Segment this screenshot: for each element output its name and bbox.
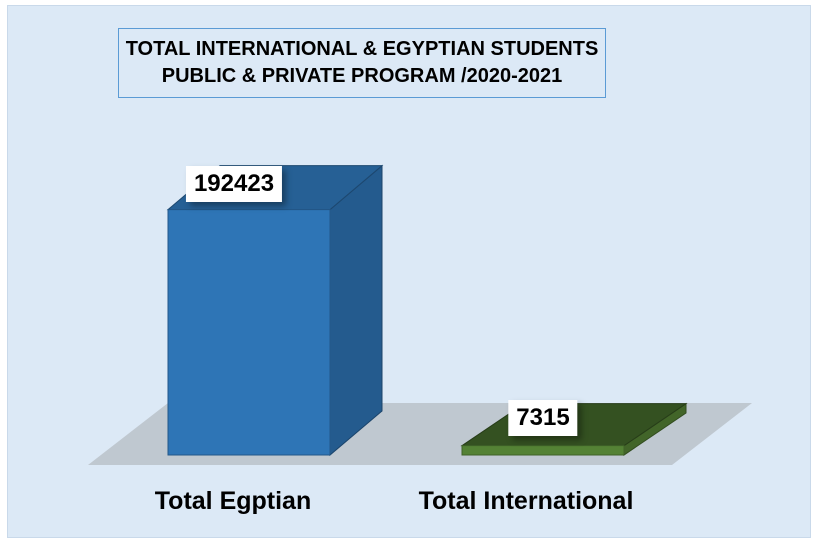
- chart-title-line-2: PUBLIC & PRIVATE PROGRAM /2020-2021: [161, 65, 563, 87]
- data-label-total-international: 7315: [508, 399, 578, 436]
- bar-front-total-egyptian: [167, 209, 331, 456]
- category-label-total-egyptian: Total Egptian: [154, 487, 312, 515]
- bar-side-total-egyptian: [329, 164, 383, 457]
- chart-title: TOTAL INTERNATIONAL & EGYPTIAN STUDENTS …: [118, 28, 606, 98]
- chart-title-line-1: TOTAL INTERNATIONAL & EGYPTIAN STUDENTS: [125, 38, 599, 60]
- data-label-total-egyptian: 192423: [185, 165, 283, 202]
- bar-front-total-international: [461, 445, 625, 456]
- category-label-total-international: Total International: [418, 487, 634, 515]
